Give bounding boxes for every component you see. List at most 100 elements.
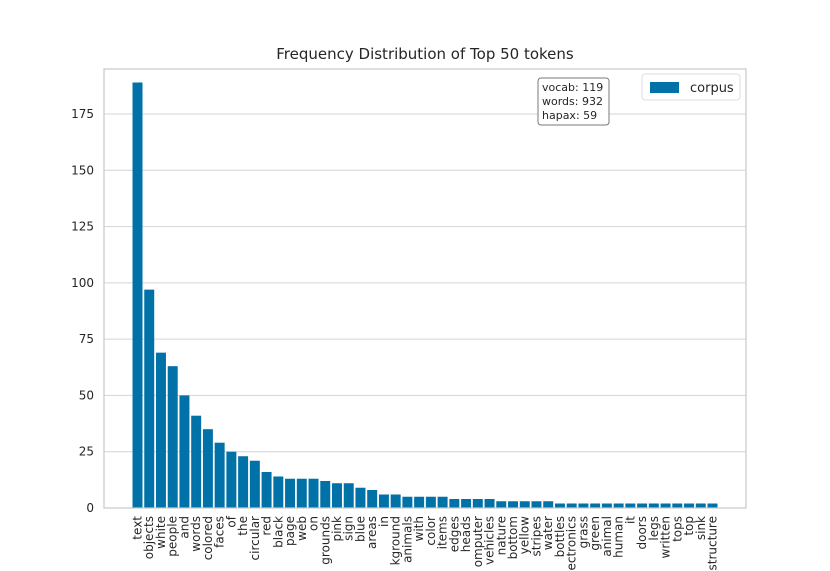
x-tick-label: page [283, 516, 297, 546]
x-tick-label: edges [447, 516, 461, 552]
bar [332, 483, 342, 508]
x-tick-label: omputer [471, 516, 485, 567]
bar [508, 501, 518, 508]
info-words: words: 932 [542, 95, 603, 108]
x-tick-label: vehicles [483, 516, 497, 565]
x-tick-label: black [271, 516, 285, 548]
x-tick-label: legs [647, 516, 661, 541]
x-tick-label: colored [201, 516, 215, 560]
x-tick-label: words [189, 516, 203, 552]
x-tick-label: human [612, 516, 626, 558]
bar [543, 501, 554, 508]
x-tick-label: areas [365, 516, 379, 549]
bar [672, 503, 683, 508]
x-tick-label: on [307, 516, 321, 531]
bar [496, 501, 507, 508]
x-tick-label: white [154, 516, 168, 549]
x-tick-label: bottles [553, 516, 567, 557]
x-tick-label: of [224, 515, 238, 527]
x-tick-label: yellow [518, 516, 532, 554]
bar [684, 503, 695, 508]
bar [320, 480, 331, 508]
x-tick-label: in [377, 516, 391, 527]
bar [355, 487, 366, 508]
x-tick-label: it [623, 516, 637, 524]
y-tick-label: 75 [79, 332, 94, 346]
info-box: vocab: 119 words: 932 hapax: 59 [537, 77, 610, 126]
bar [566, 503, 577, 508]
bar [191, 415, 202, 508]
x-tick-label: the [236, 516, 250, 536]
x-tick-label: objects [142, 516, 156, 559]
bar [637, 503, 648, 508]
x-tick-label: sink [694, 516, 708, 540]
x-tick-label: animal [600, 516, 614, 557]
x-tick-label: people [166, 516, 180, 557]
x-tick-label: text [131, 516, 145, 540]
bar [261, 471, 272, 508]
bar [425, 496, 436, 508]
bar [461, 498, 472, 508]
x-tick-label: top [682, 516, 696, 536]
x-tick-label: bottom [506, 516, 520, 559]
bar [519, 501, 530, 508]
bar [343, 483, 354, 508]
bar [308, 478, 319, 508]
bar [613, 503, 624, 508]
bar [132, 82, 143, 508]
bar [179, 395, 190, 508]
y-tick-label: 25 [79, 445, 94, 459]
info-vocab: vocab: 119 [542, 81, 603, 94]
bar [378, 494, 389, 508]
bar [144, 289, 155, 508]
bar [202, 429, 213, 508]
y-tick-label: 125 [71, 220, 94, 234]
x-tick-label: pink [330, 516, 344, 542]
bar [472, 498, 483, 508]
x-tick-label: tops [670, 516, 684, 542]
x-tick-label: ectronics [565, 516, 579, 571]
x-tick-label: blue [353, 516, 367, 542]
bar [578, 503, 589, 508]
x-tick-label: water [541, 516, 555, 550]
x-tick-label: with [412, 516, 426, 541]
bar [249, 460, 260, 508]
bar [390, 494, 401, 508]
bar [273, 476, 284, 508]
bar [285, 478, 296, 508]
bars [132, 82, 718, 508]
x-tick-label: circular [248, 516, 262, 560]
legend-swatch [650, 82, 679, 93]
bar [414, 496, 425, 508]
bar [601, 503, 612, 508]
bar [167, 366, 178, 508]
info-box-frame [537, 77, 610, 126]
bar [226, 451, 237, 508]
bar [449, 498, 460, 508]
bar [402, 496, 413, 508]
bar [707, 503, 718, 508]
info-hapax: hapax: 59 [542, 109, 597, 122]
y-tick-label: 50 [79, 388, 94, 402]
x-tick-label: written [659, 516, 673, 558]
x-tick-label: grounds [318, 516, 332, 565]
legend-frame [641, 73, 741, 101]
legend: corpus [641, 73, 741, 101]
x-axis-ticks: textobjectswhitepeopleandwordscoloredfac… [131, 515, 720, 570]
x-tick-label: doors [635, 516, 649, 550]
x-tick-label: stripes [529, 516, 543, 556]
bar [625, 503, 636, 508]
x-tick-label: items [436, 516, 450, 549]
x-tick-label: grass [576, 516, 590, 548]
bar [531, 501, 542, 508]
y-tick-label: 175 [71, 107, 94, 121]
x-tick-label: kground [389, 516, 403, 565]
x-tick-label: animals [400, 516, 414, 563]
x-tick-label: and [177, 516, 191, 539]
x-tick-label: web [295, 516, 309, 541]
y-tick-label: 100 [71, 276, 94, 290]
x-tick-label: heads [459, 516, 473, 552]
x-tick-label: sign [342, 516, 356, 541]
x-tick-label: nature [494, 516, 508, 555]
